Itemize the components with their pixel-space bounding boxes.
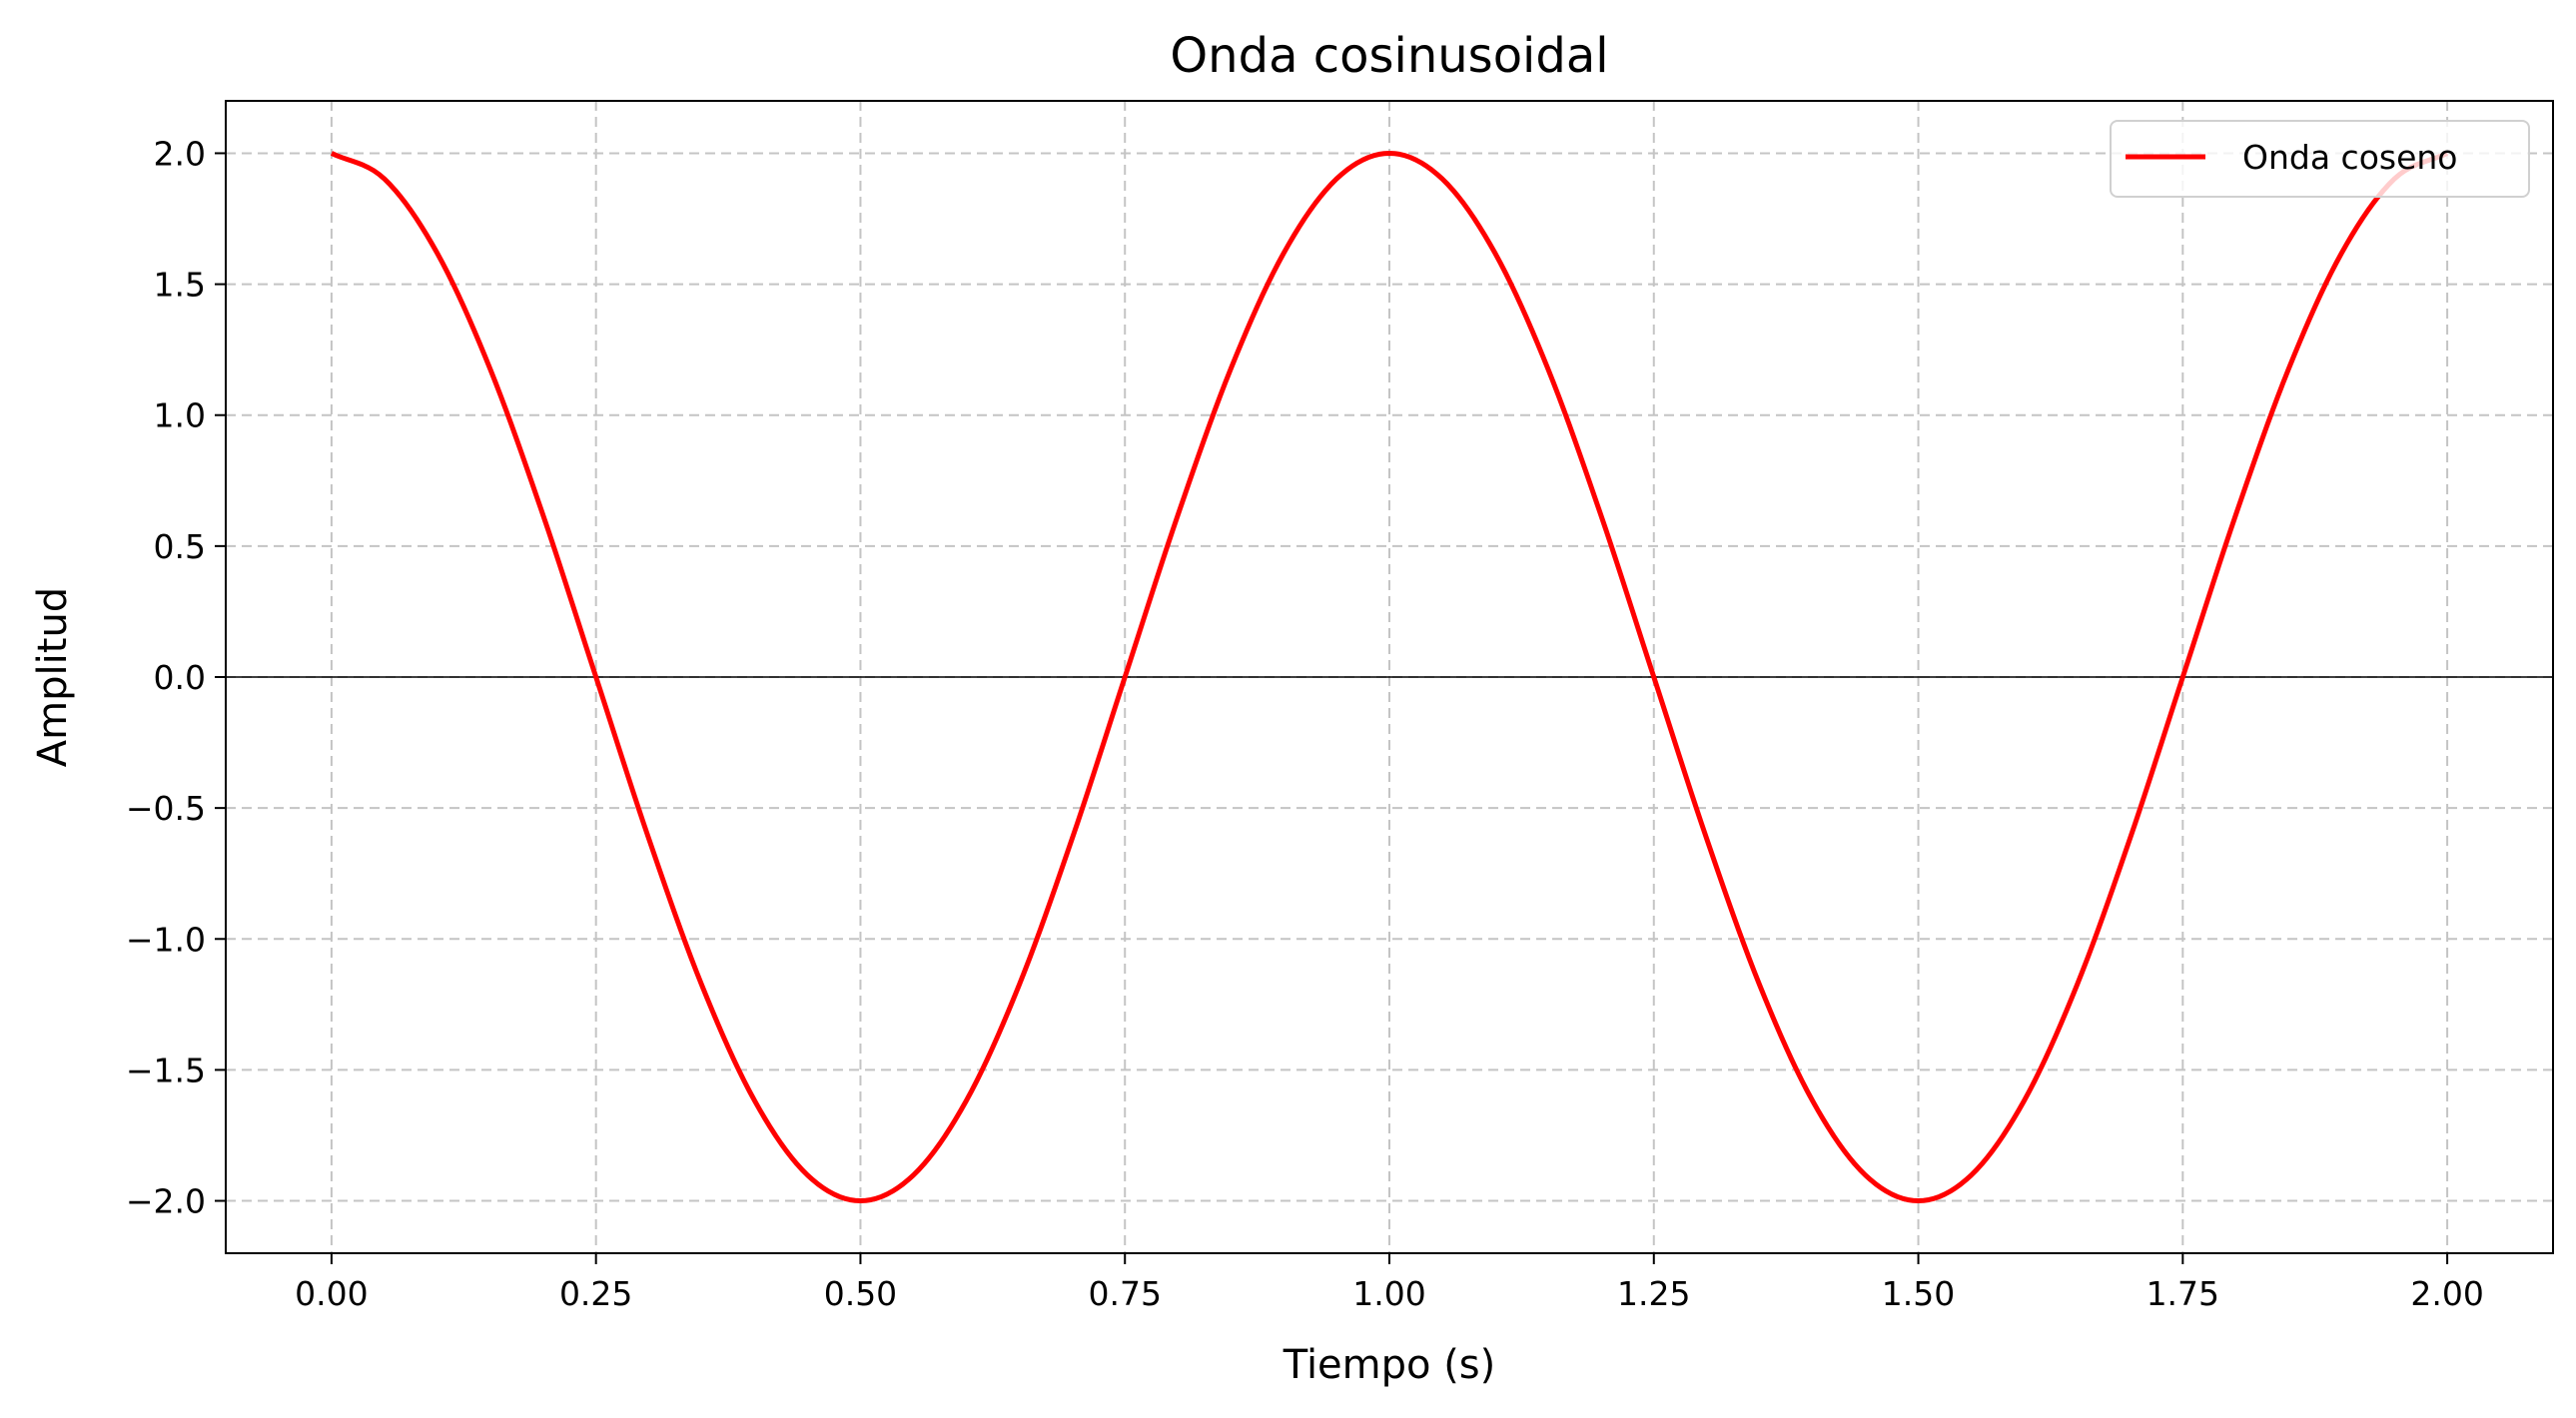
chart-title: Onda cosinusoidal xyxy=(1170,28,1608,84)
y-tick-label: −1.5 xyxy=(126,1051,206,1089)
y-tick-label: 0.0 xyxy=(154,658,206,697)
y-tick-label: 0.5 xyxy=(154,527,206,566)
y-axis-label: Amplitud xyxy=(30,587,76,767)
y-tick-label: −1.0 xyxy=(126,920,206,959)
y-tick-label: −2.0 xyxy=(126,1182,206,1221)
x-tick-label: 0.00 xyxy=(295,1274,368,1313)
y-tick-label: −0.5 xyxy=(126,789,206,828)
x-tick-label: 1.00 xyxy=(1352,1274,1425,1313)
legend: Onda coseno xyxy=(2110,120,2530,198)
x-tick-label: 0.75 xyxy=(1088,1274,1161,1313)
legend-label: Onda coseno xyxy=(2242,138,2457,177)
y-tick-label: 1.5 xyxy=(154,266,206,305)
x-tick-label: 1.50 xyxy=(1882,1274,1955,1313)
x-tick-label: 0.25 xyxy=(559,1274,632,1313)
x-tick-label: 2.00 xyxy=(2410,1274,2483,1313)
x-tick-label: 1.75 xyxy=(2147,1274,2219,1313)
ticks: 0.00 0.25 0.50 0.75 1.00 1.25 1.50 1.75 2.00 −2.0… xyxy=(126,134,2484,1313)
legend-box xyxy=(2110,120,2530,198)
plot-area xyxy=(226,150,2553,1204)
x-axis-label: Tiempo (s) xyxy=(1283,1342,1496,1388)
grid xyxy=(226,101,2553,1253)
y-tick-label: 2.0 xyxy=(154,134,206,173)
series-line xyxy=(330,150,2449,1204)
x-tick-label: 0.50 xyxy=(824,1274,897,1313)
x-tick-label: 1.25 xyxy=(1617,1274,1690,1313)
y-tick-label: 1.0 xyxy=(154,396,206,435)
